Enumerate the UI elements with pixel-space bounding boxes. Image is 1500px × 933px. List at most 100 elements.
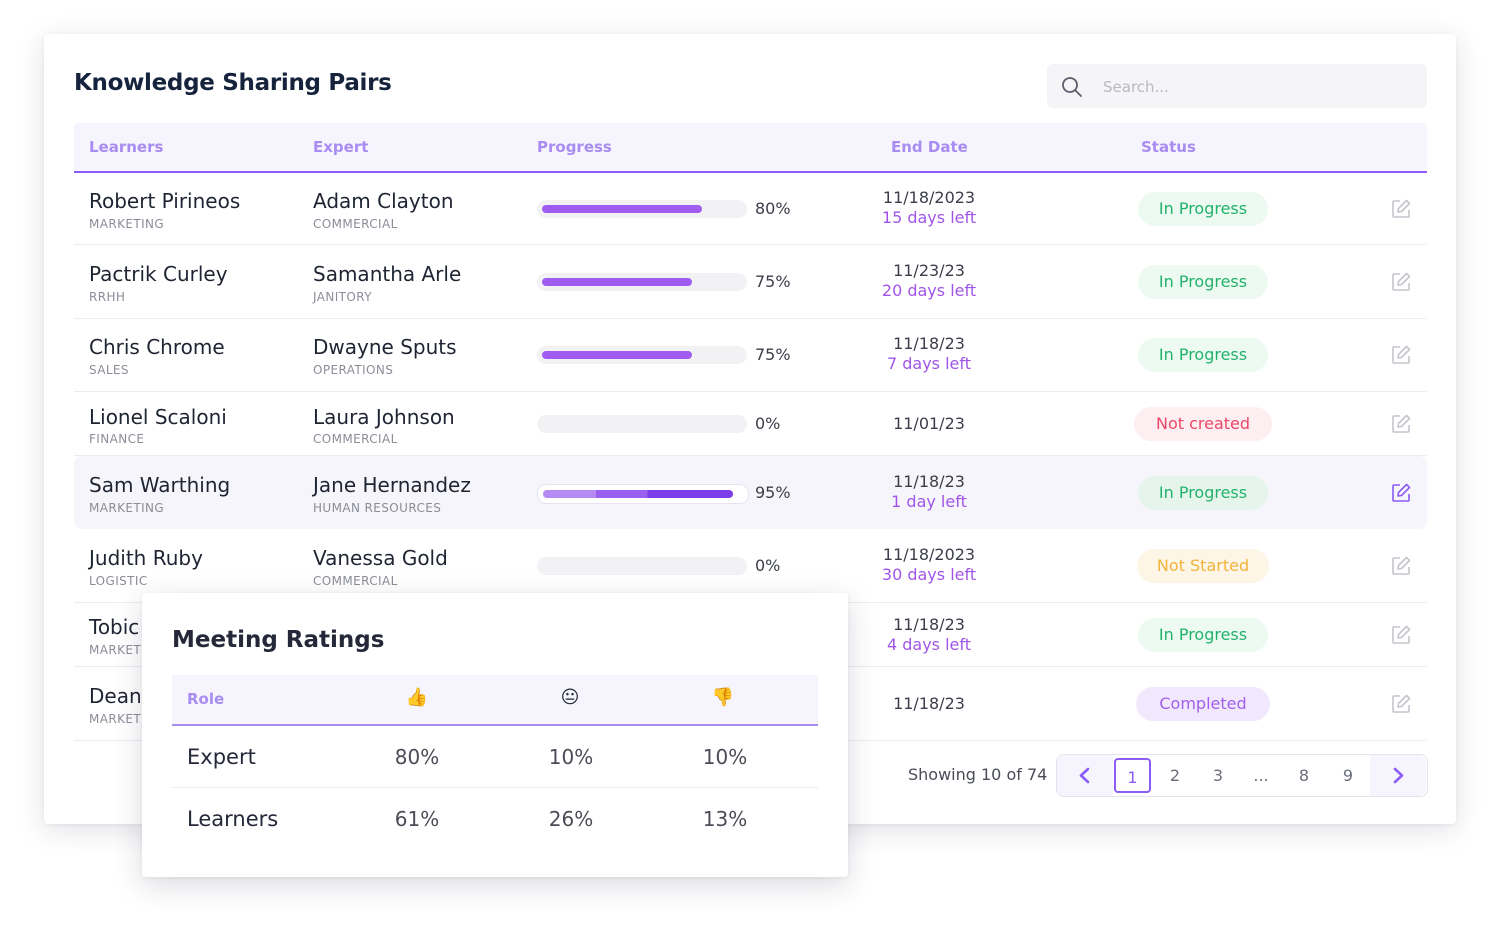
status-badge: Not created	[1134, 407, 1272, 441]
ratings-row: Learners 61% 26% 13%	[172, 788, 818, 849]
status-badge: Completed	[1136, 687, 1270, 721]
expert-name: Samantha Arle	[313, 262, 462, 286]
page-9[interactable]: 9	[1342, 766, 1354, 785]
edit-icon[interactable]	[1390, 271, 1412, 297]
progress-bar	[537, 200, 747, 218]
page-2[interactable]: 2	[1169, 766, 1181, 785]
table-header: Learners Expert Progress End Date Status	[74, 123, 1427, 173]
negative-value: 10%	[702, 745, 748, 769]
days-left: 1 day left	[891, 492, 967, 511]
progress-percent: 95%	[755, 483, 791, 502]
expert-dept: COMMERCIAL	[313, 574, 398, 588]
learner-dept: SALES	[89, 363, 129, 377]
table-row[interactable]: Dean MARKET 11/18/23 Completed	[74, 667, 1427, 741]
chevron-right-icon	[1393, 767, 1404, 784]
edit-icon[interactable]	[1390, 624, 1412, 650]
days-left: 4 days left	[886, 635, 972, 654]
end-date: 11/18/2023	[882, 545, 976, 564]
table-row[interactable]: Robert Pirineos MARKETING Adam Clayton C…	[74, 173, 1427, 245]
expert-name: Jane Hernandez	[313, 473, 471, 497]
edit-icon[interactable]	[1390, 555, 1412, 581]
learner-dept: LOGISTIC	[89, 574, 148, 588]
progress-fill	[542, 205, 702, 213]
role-label: Learners	[187, 807, 279, 831]
end-date: 11/23/23	[893, 261, 965, 280]
col-expert[interactable]: Expert	[313, 138, 369, 156]
learner-dept: RRHH	[89, 290, 126, 304]
expert-name: Vanessa Gold	[313, 546, 448, 570]
popup-title: Meeting Ratings	[172, 627, 385, 653]
pagination: 1 2 3 ... 8 9	[1056, 754, 1428, 797]
page-title: Knowledge Sharing Pairs	[74, 70, 392, 96]
expert-dept: OPERATIONS	[313, 363, 394, 377]
edit-icon[interactable]	[1390, 482, 1412, 508]
days-left: 15 days left	[881, 208, 977, 227]
ratings-row: Expert 80% 10% 10%	[172, 726, 818, 788]
positive-value: 61%	[394, 807, 440, 831]
progress-bar	[537, 484, 749, 504]
end-date: 11/18/23	[893, 334, 965, 353]
progress-bar	[537, 346, 747, 364]
status-badge: In Progress	[1138, 265, 1268, 299]
col-end-date[interactable]: End Date	[891, 138, 968, 156]
table-row[interactable]: Sam Warthing MARKETING Jane Hernandez HU…	[74, 456, 1427, 529]
prev-page-button[interactable]	[1057, 755, 1113, 796]
learner-dept: FINANCE	[89, 432, 145, 446]
table-row[interactable]: Pactrik Curley RRHH Samantha Arle JANITO…	[74, 245, 1427, 319]
col-progress[interactable]: Progress	[537, 138, 612, 156]
edit-icon[interactable]	[1390, 344, 1412, 370]
search-input[interactable]	[1101, 73, 1415, 101]
next-page-button[interactable]	[1370, 755, 1426, 796]
learner-dept: MARKET	[89, 643, 142, 657]
learner-name: Pactrik Curley	[89, 262, 228, 286]
status-badge: In Progress	[1138, 338, 1268, 372]
progress-percent: 0%	[755, 414, 781, 433]
end-date: 11/18/2023	[882, 188, 976, 207]
page-1[interactable]: 1	[1114, 758, 1151, 793]
progress-percent: 0%	[755, 556, 781, 575]
edit-icon[interactable]	[1390, 198, 1412, 224]
neutral-value: 26%	[548, 807, 594, 831]
search-box[interactable]	[1047, 64, 1427, 108]
learner-name: Dean	[89, 684, 142, 708]
col-learners[interactable]: Learners	[89, 138, 164, 156]
thumbs-up-icon: 👍	[405, 687, 429, 708]
days-left: 20 days left	[881, 281, 977, 300]
end-date: 11/01/23	[893, 414, 965, 433]
end-date: 11/18/23	[893, 472, 965, 491]
status-badge: In Progress	[1138, 618, 1268, 652]
days-left: 30 days left	[881, 565, 977, 584]
progress-bar	[537, 557, 747, 575]
learner-dept: MARKET	[89, 712, 142, 726]
negative-value: 13%	[702, 807, 748, 831]
expert-dept: COMMERCIAL	[313, 217, 398, 231]
end-date: 11/18/23	[893, 615, 965, 634]
status-badge: Not Started	[1137, 549, 1269, 583]
progress-bar	[537, 273, 747, 291]
days-left: 7 days left	[886, 354, 972, 373]
expert-dept: HUMAN RESOURCES	[313, 501, 442, 515]
table-row[interactable]: Chris Chrome SALES Dwayne Sputs OPERATIO…	[74, 319, 1427, 392]
page-ellipsis: ...	[1253, 766, 1269, 785]
thumbs-down-icon: 👎	[711, 687, 735, 708]
learner-name: Chris Chrome	[89, 335, 225, 359]
expert-name: Dwayne Sputs	[313, 335, 457, 359]
chevron-left-icon	[1079, 767, 1090, 784]
progress-percent: 80%	[755, 199, 791, 218]
progress-percent: 75%	[755, 272, 791, 291]
meeting-ratings-popup: Meeting Ratings Role 👍 😐 👎 Expert 80% 10…	[142, 593, 848, 877]
showing-count: Showing 10 of 74	[908, 765, 1048, 784]
table-row[interactable]: Lionel Scaloni FINANCE Laura Johnson COM…	[74, 392, 1427, 456]
neutral-value: 10%	[548, 745, 594, 769]
learner-name: Tobic	[89, 615, 140, 639]
table-row[interactable]: Judith Ruby LOGISTIC Vanessa Gold COMMER…	[74, 530, 1427, 603]
positive-value: 80%	[394, 745, 440, 769]
edit-icon[interactable]	[1390, 413, 1412, 439]
expert-dept: COMMERCIAL	[313, 432, 398, 446]
edit-icon[interactable]	[1390, 693, 1412, 719]
col-status[interactable]: Status	[1141, 138, 1196, 156]
page-3[interactable]: 3	[1212, 766, 1224, 785]
page-8[interactable]: 8	[1298, 766, 1310, 785]
end-date: 11/18/23	[893, 694, 965, 713]
status-badge: In Progress	[1138, 192, 1268, 226]
